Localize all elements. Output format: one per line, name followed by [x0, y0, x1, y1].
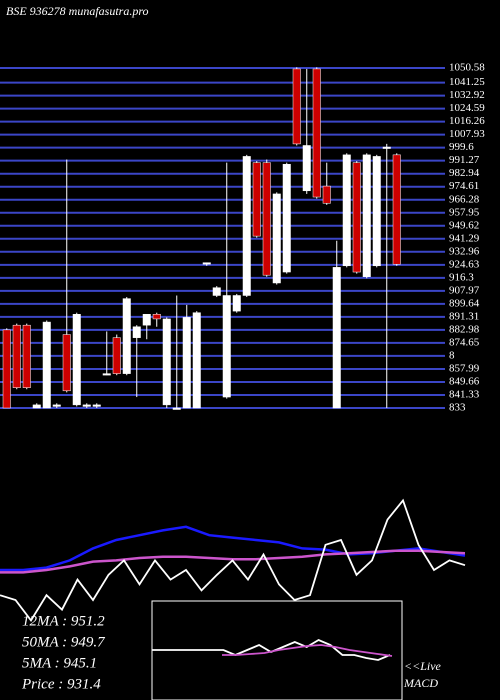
candle-body	[92, 404, 101, 407]
candle-body	[342, 154, 351, 267]
y-tick-label: 1032.92	[449, 89, 485, 101]
y-tick-label: 8	[449, 349, 455, 361]
legend-entry: 5MA : 945.1	[22, 655, 97, 671]
candle-body	[282, 163, 291, 273]
candle-body	[172, 407, 181, 410]
macd-label: MACD	[403, 676, 438, 690]
legend-entry: Price : 931.4	[21, 676, 101, 692]
candle-body	[32, 404, 41, 409]
y-tick-label: 1024.59	[449, 102, 485, 114]
y-tick-label: 991.27	[449, 154, 480, 166]
candle-body	[272, 193, 281, 284]
candle-body	[322, 185, 331, 204]
candle-body	[82, 404, 91, 407]
y-tick-label: 899.64	[449, 297, 480, 309]
y-tick-label: 941.29	[449, 232, 480, 244]
candle-body	[382, 146, 391, 149]
indicator-line	[0, 498, 466, 622]
y-tick-label: 849.66	[449, 375, 480, 387]
candle-body	[22, 324, 31, 388]
candle-body	[332, 267, 341, 409]
y-tick-label: 982.94	[449, 167, 480, 179]
candle-body	[12, 324, 21, 388]
candle-body	[142, 313, 151, 326]
y-tick-label: 949.62	[449, 219, 479, 231]
candle-body	[202, 262, 211, 265]
y-tick-label: 1041.25	[449, 76, 485, 88]
y-tick-label: 857.99	[449, 362, 480, 374]
candle-body	[262, 162, 271, 276]
y-tick-label: 1050.58	[449, 62, 485, 74]
candle-body	[232, 295, 241, 312]
candle-body	[102, 373, 111, 376]
candle-body	[182, 317, 191, 409]
candle-body	[52, 404, 61, 407]
indicator-line	[222, 644, 393, 657]
legend-entry: 12MA : 951.2	[22, 613, 105, 629]
candle-body	[222, 295, 231, 398]
candle-body	[392, 154, 401, 265]
y-tick-label: 907.97	[449, 284, 480, 296]
live-label: <<Live	[404, 659, 442, 673]
y-tick-label: 882.98	[449, 323, 480, 335]
legend-entry: 50MA : 949.7	[22, 634, 106, 650]
candle-body	[362, 154, 371, 277]
y-tick-label: 916.3	[449, 271, 474, 283]
candle-body	[62, 334, 71, 392]
candle-body	[72, 313, 81, 406]
y-tick-label: 874.65	[449, 336, 480, 348]
candle-body	[132, 326, 141, 338]
candle-body	[152, 313, 161, 320]
candle-body	[252, 162, 261, 237]
candle-body	[302, 145, 311, 192]
candle-body	[192, 312, 201, 409]
y-tick-label: 932.96	[449, 245, 480, 257]
candle-body	[312, 68, 321, 198]
y-tick-label: 999.6	[449, 141, 474, 153]
candle-body	[162, 318, 171, 406]
y-tick-label: 1016.26	[449, 115, 485, 127]
y-tick-label: 924.63	[449, 258, 480, 270]
candle-body	[292, 68, 301, 145]
y-tick-label: 833	[449, 402, 466, 414]
candle-body	[2, 329, 11, 409]
y-tick-label: 891.31	[449, 310, 479, 322]
candle-body	[112, 337, 121, 374]
candle-body	[352, 162, 361, 273]
candle-body	[372, 156, 381, 267]
y-tick-label: 841.33	[449, 389, 480, 401]
candle-body	[42, 321, 51, 409]
y-tick-label: 1007.93	[449, 128, 485, 140]
candle-body	[212, 287, 221, 296]
y-tick-label: 957.95	[449, 206, 480, 218]
y-tick-label: 974.61	[449, 180, 479, 192]
candle-body	[122, 298, 131, 374]
chart-title: BSE 936278 munafasutra.pro	[6, 4, 149, 18]
candle-body	[242, 156, 251, 296]
y-tick-label: 966.28	[449, 193, 480, 205]
